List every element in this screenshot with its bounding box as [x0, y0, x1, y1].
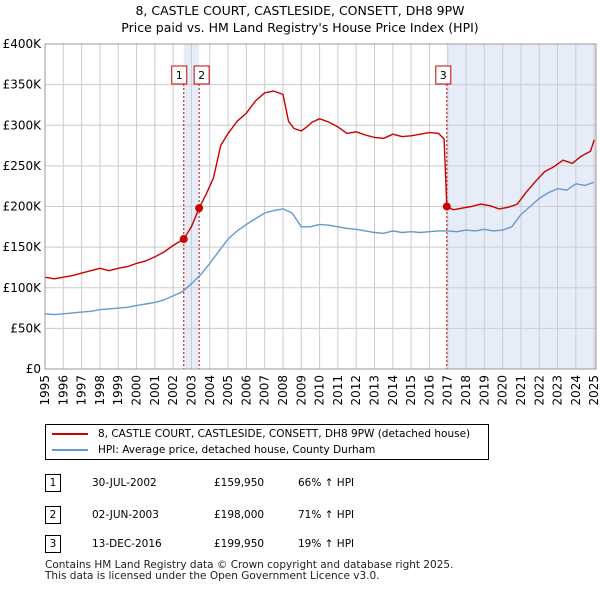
series-lines — [44, 90, 595, 316]
transaction-price: £198,000 — [214, 509, 265, 521]
sale-label-box — [193, 65, 210, 85]
legend-item-property: 8, CASTLE COURT, CASTLESIDE, CONSETT, DH… — [52, 426, 470, 442]
x-tick-label: 2018 — [459, 375, 473, 406]
x-tick-label: 2002 — [166, 375, 180, 406]
x-tick-label: 2013 — [368, 375, 382, 406]
y-tick-label: £100K — [3, 281, 43, 295]
sale-point — [195, 204, 204, 213]
transaction-price: £199,950 — [214, 538, 265, 550]
x-tick-label: 2010 — [313, 375, 327, 406]
sale-label-box — [171, 65, 188, 85]
x-tick-label: 2015 — [404, 375, 418, 406]
x-tick-label: 2022 — [532, 375, 546, 406]
transaction-number: 1 — [45, 474, 61, 492]
x-tick-label: 2004 — [203, 375, 217, 406]
x-tick-label: 2009 — [294, 375, 308, 406]
sale-label-box — [435, 65, 452, 85]
sale-point — [442, 202, 451, 211]
legend-label-property: 8, CASTLE COURT, CASTLESIDE, CONSETT, DH… — [98, 428, 471, 440]
y-tick-label: £0 — [26, 362, 41, 376]
x-tick-label: 2005 — [221, 375, 235, 406]
transaction-date: 30-JUL-2002 — [92, 477, 157, 489]
x-tick-label: 2001 — [148, 375, 162, 406]
transaction-date: 13-DEC-2016 — [92, 538, 162, 550]
sale-markers-lines — [183, 80, 448, 369]
x-tick-label: 2023 — [551, 375, 565, 406]
sale-label: 2 — [198, 69, 205, 82]
y-tick-label: £200K — [3, 200, 43, 214]
price-chart: 8, CASTLE COURT, CASTLESIDE, CONSETT, DH… — [3, 3, 600, 406]
y-tick-label: £300K — [3, 118, 43, 132]
footer: Contains HM Land Registry data © Crown c… — [45, 560, 453, 582]
transaction-hpi: 66% ↑ HPI — [298, 477, 355, 489]
y-tick-label: £150K — [3, 240, 43, 254]
sale-labels: 1 2 3 — [171, 65, 452, 85]
sale-label: 1 — [176, 69, 183, 82]
x-tick-label: 1995 — [38, 375, 52, 406]
x-tick-label: 1999 — [111, 375, 125, 406]
legend: 8, CASTLE COURT, CASTLESIDE, CONSETT, DH… — [45, 424, 489, 460]
x-tick-label: 2000 — [130, 375, 144, 406]
x-tick-label: 2025 — [587, 375, 600, 406]
x-tick-label: 2016 — [422, 375, 436, 406]
legend-swatch-property — [52, 433, 88, 435]
plot-frame — [44, 43, 597, 370]
transaction-number: 2 — [45, 506, 61, 524]
x-tick-label: 1996 — [56, 375, 70, 406]
footer-copyright: Contains HM Land Registry data © Crown c… — [45, 559, 454, 571]
transaction-number: 3 — [45, 535, 61, 553]
x-tick-label: 2019 — [477, 375, 491, 406]
y-tick-label: £50K — [10, 321, 42, 335]
x-tick-label: 1997 — [75, 375, 89, 406]
x-tick-label: 2014 — [386, 375, 400, 406]
x-tick-label: 2003 — [184, 375, 198, 406]
footer-license: This data is licensed under the Open Gov… — [45, 570, 380, 582]
x-tick-label: 1998 — [93, 375, 107, 406]
x-tick-label: 2021 — [514, 375, 528, 406]
x-tick-label: 2006 — [239, 375, 253, 406]
transaction-hpi: 19% ↑ HPI — [298, 538, 355, 550]
y-tick-label: £400K — [3, 37, 43, 51]
x-tick-label: 2011 — [331, 375, 345, 406]
chart-title-line2: Price paid vs. HM Land Registry's House … — [121, 20, 478, 35]
series-line-property — [44, 90, 595, 280]
x-tick-label: 2024 — [569, 375, 583, 406]
sale-label: 3 — [440, 69, 447, 82]
legend-label-hpi: HPI: Average price, detached house, Coun… — [98, 444, 376, 456]
chart-title-line1: 8, CASTLE COURT, CASTLESIDE, CONSETT, DH… — [135, 3, 464, 18]
x-tick-label: 2017 — [441, 375, 455, 406]
sale-points — [179, 202, 451, 244]
y-tick-label: £250K — [3, 159, 43, 173]
transaction-price: £159,950 — [214, 477, 265, 489]
x-tick-label: 2007 — [258, 375, 272, 406]
legend-swatch-hpi — [52, 449, 88, 451]
x-tick-label: 2020 — [496, 375, 510, 406]
axes: £0 £50K £100K £150K £200K £250K £300K £350K £400… — [3, 37, 600, 406]
transaction-date: 02-JUN-2003 — [92, 509, 159, 521]
transaction-hpi: 71% ↑ HPI — [298, 509, 355, 521]
series-line-hpi — [44, 181, 595, 316]
x-tick-label: 2012 — [349, 375, 363, 406]
legend-item-hpi: HPI: Average price, detached house, Coun… — [52, 442, 375, 458]
y-tick-label: £350K — [3, 78, 43, 92]
x-tick-label: 2008 — [276, 375, 290, 406]
sale-point — [179, 235, 188, 244]
